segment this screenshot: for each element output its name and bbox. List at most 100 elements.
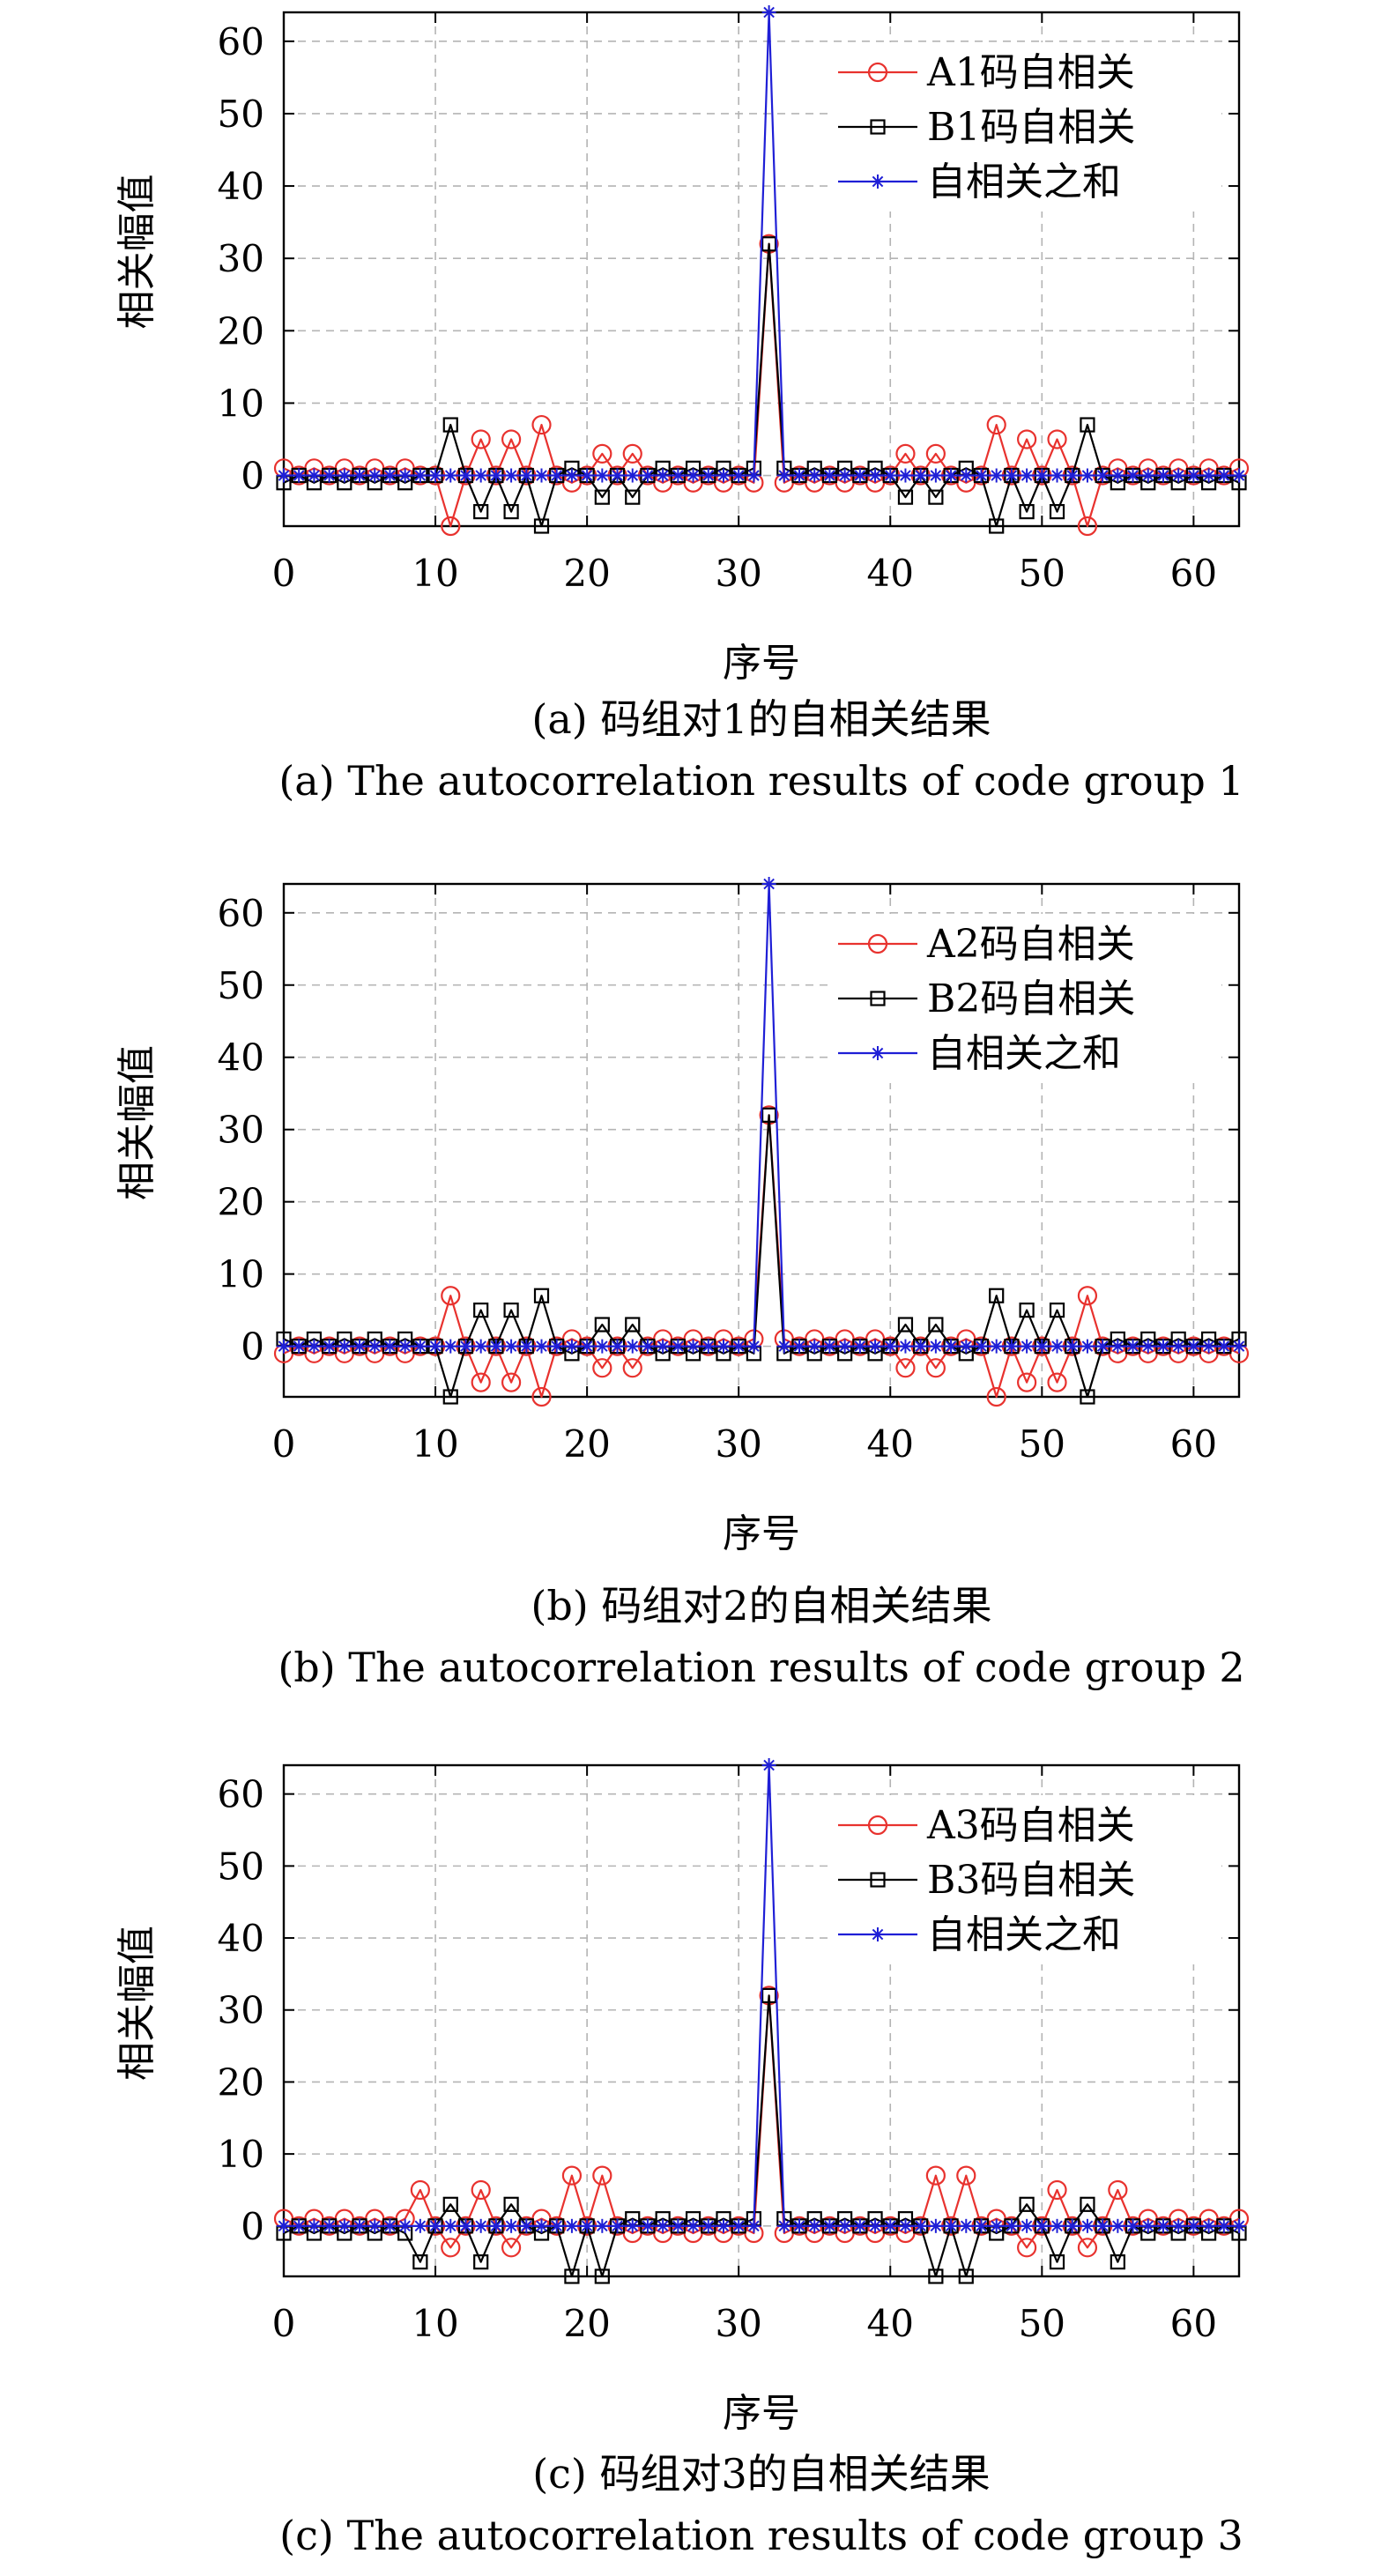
data-point xyxy=(353,468,367,483)
data-point xyxy=(595,468,610,483)
data-point xyxy=(986,1386,1006,1407)
data-point xyxy=(868,2218,883,2233)
data-point xyxy=(292,468,307,483)
data-point xyxy=(441,2238,461,2258)
data-point xyxy=(989,468,1004,483)
legend-item-1: A1码自相关 xyxy=(838,50,1135,95)
series-line xyxy=(283,242,1240,528)
data-point xyxy=(746,2218,761,2233)
data-point xyxy=(989,1339,1004,1354)
data-point xyxy=(1080,417,1095,433)
data-point xyxy=(622,1358,642,1378)
data-point xyxy=(1077,2238,1098,2258)
data-point xyxy=(561,2165,583,2186)
x-tick-label: 0 xyxy=(272,1422,296,1466)
legend-swatch-marker xyxy=(870,1872,886,1888)
data-point xyxy=(1216,2218,1231,2233)
data-point xyxy=(868,468,883,483)
data-point xyxy=(1004,1339,1019,1354)
legend-item-2: B2码自相关 xyxy=(838,976,1135,1021)
data-point xyxy=(1186,1339,1201,1354)
data-point xyxy=(837,1339,852,1354)
data-point xyxy=(1201,2218,1216,2233)
data-point xyxy=(564,2268,580,2284)
data-point xyxy=(337,468,352,483)
data-point xyxy=(1110,2254,1125,2270)
data-point xyxy=(519,468,534,483)
series-line xyxy=(283,1994,1240,2278)
data-point xyxy=(442,2196,458,2212)
data-point xyxy=(428,2218,443,2233)
caption-chinese: (b) 码组对2的自相关结果 xyxy=(531,1582,991,1629)
data-point xyxy=(913,1339,928,1354)
x-tick-label: 10 xyxy=(412,552,458,595)
data-point xyxy=(656,1339,671,1354)
data-point xyxy=(974,1339,989,1354)
data-point xyxy=(1035,468,1050,483)
data-point xyxy=(397,2218,412,2233)
data-point xyxy=(625,2218,640,2233)
data-point xyxy=(837,2218,852,2233)
y-tick-label: 50 xyxy=(218,93,264,136)
data-point xyxy=(1155,2218,1170,2233)
data-point xyxy=(594,1317,610,1333)
data-point xyxy=(412,1339,427,1354)
y-tick-label: 20 xyxy=(218,309,264,353)
legend-label: 自相关之和 xyxy=(927,160,1121,204)
data-point xyxy=(488,1339,503,1354)
data-point xyxy=(1232,1339,1246,1354)
data-point xyxy=(442,1389,458,1405)
x-axis-label: 序号 xyxy=(723,641,800,686)
data-point xyxy=(989,1288,1005,1303)
data-point xyxy=(1108,2179,1128,2201)
data-point xyxy=(622,443,642,464)
data-point xyxy=(534,1339,549,1354)
data-point xyxy=(928,2268,944,2284)
data-point xyxy=(640,1339,655,1354)
data-point xyxy=(928,1317,944,1333)
data-point xyxy=(1017,429,1037,449)
data-point xyxy=(1035,1339,1050,1354)
data-point xyxy=(837,468,852,483)
x-tick-label: 10 xyxy=(412,1422,458,1466)
series-line xyxy=(283,1114,1240,1399)
data-point xyxy=(1080,2196,1095,2212)
data-point xyxy=(277,1339,291,1354)
data-point xyxy=(1077,1286,1098,1306)
data-point xyxy=(501,1372,522,1392)
caption-english: (b) The autocorrelation results of code … xyxy=(278,1644,1244,1691)
data-point xyxy=(1110,1339,1125,1354)
data-point xyxy=(441,1286,461,1306)
series-1 xyxy=(273,1105,1250,1407)
data-point xyxy=(883,2218,898,2233)
y-tick-label: 50 xyxy=(218,1845,264,1888)
data-point xyxy=(868,1339,883,1354)
data-point xyxy=(898,1339,913,1354)
data-point xyxy=(1201,1339,1216,1354)
legend-swatch-marker xyxy=(870,991,886,1006)
data-point xyxy=(625,1317,641,1333)
data-point xyxy=(412,468,427,483)
data-point xyxy=(503,1303,519,1318)
data-point xyxy=(1035,2218,1050,2233)
data-point xyxy=(534,468,549,483)
caption-chinese: (a) 码组对1的自相关结果 xyxy=(531,695,991,743)
y-tick-label: 10 xyxy=(218,2133,264,2176)
data-point xyxy=(367,468,382,483)
legend-swatch-marker xyxy=(871,174,885,189)
data-point xyxy=(686,468,701,483)
data-point xyxy=(746,468,761,483)
y-tick-label: 40 xyxy=(218,165,264,208)
data-point xyxy=(1020,2218,1035,2233)
legend-label: A3码自相关 xyxy=(926,1803,1135,1848)
data-point xyxy=(307,468,322,483)
y-axis-label: 相关幅值 xyxy=(115,1926,160,2081)
data-point xyxy=(1019,2196,1035,2212)
legend-item-2: B3码自相关 xyxy=(838,1858,1135,1903)
data-point xyxy=(956,2165,976,2186)
y-tick-label: 0 xyxy=(241,1325,264,1369)
data-point xyxy=(531,414,552,435)
x-tick-label: 50 xyxy=(1019,2302,1065,2345)
data-point xyxy=(595,2218,610,2233)
